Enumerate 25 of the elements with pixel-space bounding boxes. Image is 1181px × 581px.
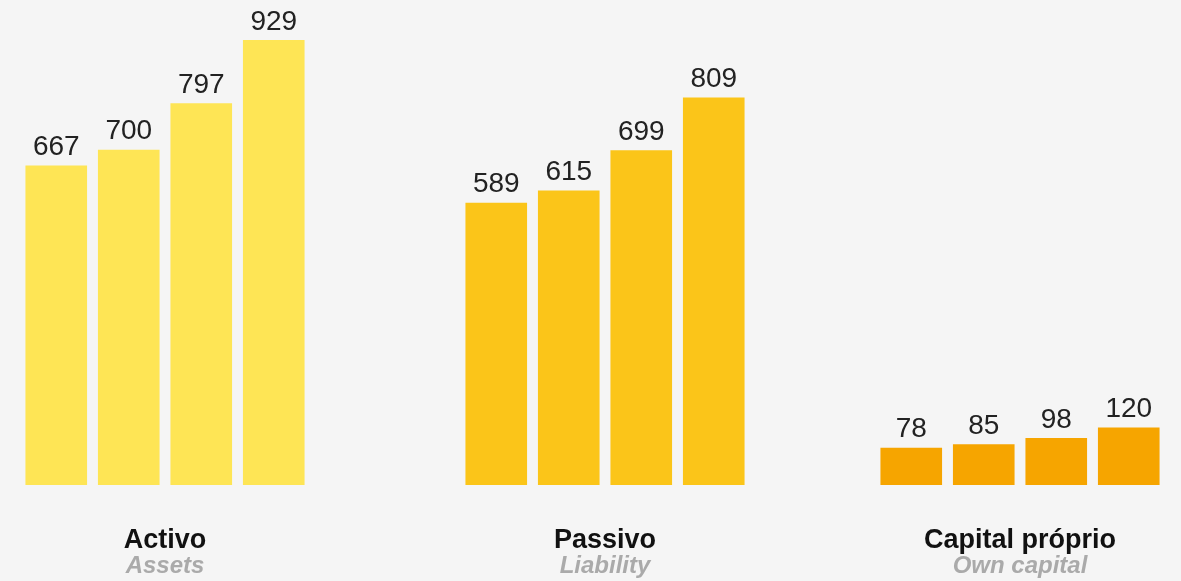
data-label: 699	[617, 114, 665, 146]
bar	[170, 103, 233, 485]
data-label: 667	[32, 130, 80, 161]
bar	[537, 190, 600, 485]
bar	[1097, 427, 1160, 485]
bar	[610, 150, 673, 485]
bar	[880, 447, 943, 485]
bar	[952, 444, 1015, 485]
bar	[97, 149, 160, 485]
bar	[242, 40, 305, 485]
data-label: 700	[105, 114, 153, 146]
data-label: 589	[472, 167, 520, 199]
data-label: 809	[690, 61, 738, 93]
bar	[25, 165, 88, 485]
data-label: 98	[1040, 402, 1072, 434]
data-label: 78	[895, 412, 927, 444]
data-label: 120	[1105, 392, 1153, 424]
data-label: 929	[250, 4, 298, 36]
bar	[682, 97, 745, 485]
x-axis-title: Capital próprio	[923, 523, 1117, 554]
bar	[1025, 438, 1088, 485]
data-label: 85	[968, 408, 1000, 440]
data-label: 615	[545, 154, 593, 186]
data-label: 797	[177, 67, 225, 99]
bar	[465, 202, 528, 485]
